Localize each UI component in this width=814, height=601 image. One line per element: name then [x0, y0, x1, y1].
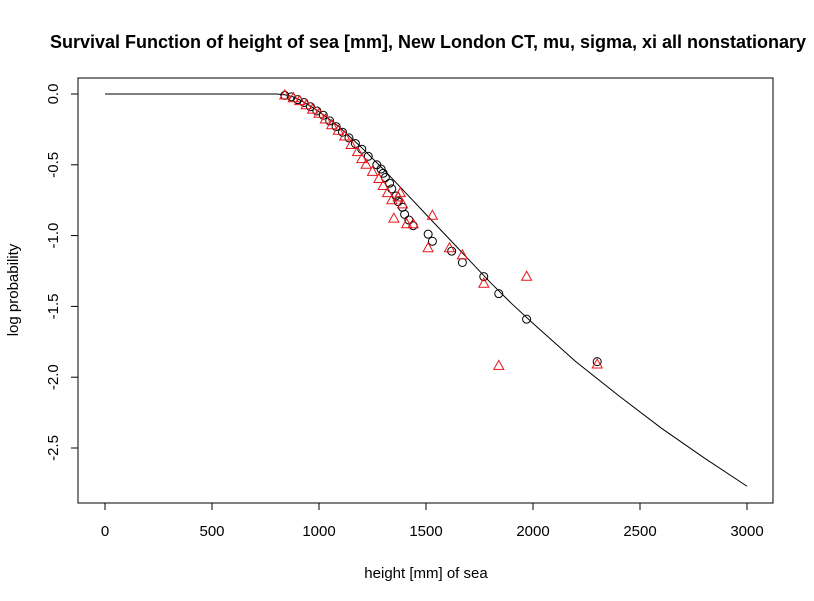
x-tick-label: 1500 — [409, 523, 442, 540]
circle-point — [423, 229, 433, 239]
y-axis-label: log probability — [5, 243, 22, 336]
triangle-point — [377, 179, 390, 190]
triangle-point — [422, 241, 434, 253]
x-axis-label: height [mm] of sea — [364, 565, 488, 582]
triangle-point — [456, 248, 469, 260]
triangle-point — [407, 217, 420, 229]
triangle-point — [355, 152, 368, 164]
triangle-point — [396, 197, 409, 209]
x-tick-label: 2500 — [623, 523, 656, 540]
x-tick-label: 1000 — [302, 523, 335, 540]
circle-point — [592, 357, 602, 367]
circle-point — [280, 90, 290, 100]
triangle-point — [287, 91, 300, 103]
circle-point — [344, 133, 354, 143]
triangle-point — [345, 138, 357, 149]
y-tick-label: -2.0 — [45, 364, 62, 390]
y-tick-label: -1.0 — [45, 223, 62, 249]
y-tick-label: -1.5 — [45, 293, 62, 319]
circle-point — [427, 236, 437, 246]
triangle-point — [325, 118, 338, 130]
x-axis: 0 500 1000 1500 2000 2500 3000 — [101, 502, 764, 540]
circle-point — [338, 127, 348, 137]
triangle-point — [394, 186, 407, 198]
x-tick-label: 3000 — [730, 523, 763, 540]
circle-point — [385, 178, 395, 188]
triangle-point — [360, 158, 372, 169]
triangle-point — [591, 357, 604, 369]
plot-frame — [77, 77, 774, 504]
triangle-point — [300, 98, 313, 110]
y-tick-label: -2.5 — [45, 435, 62, 461]
triangle-point — [520, 270, 533, 281]
data-points-layer — [278, 88, 604, 370]
circle-point — [318, 110, 328, 120]
x-tick-label: 500 — [199, 523, 224, 540]
triangle-point — [332, 124, 345, 135]
circle-point — [325, 116, 335, 126]
y-axis: 0.0 -0.5 -1.0 -1.5 -2.0 -2.5 — [45, 84, 79, 461]
triangle-point — [373, 172, 385, 183]
survival-curve-layer — [105, 93, 748, 487]
triangle-point — [278, 88, 291, 100]
circle-point — [363, 151, 373, 161]
triangle-point — [313, 107, 325, 118]
y-tick-label: -0.5 — [45, 152, 62, 178]
circle-point — [331, 122, 341, 132]
circle-point — [400, 209, 410, 219]
circle-point — [479, 272, 489, 282]
chart-title: Survival Function of height of sea [mm],… — [50, 32, 806, 52]
triangle-point — [477, 277, 490, 288]
circle-point — [522, 314, 532, 324]
triangle-point — [306, 103, 319, 114]
triangle-point — [351, 145, 364, 157]
triangle-point — [293, 94, 306, 106]
circle-point — [457, 258, 467, 268]
triangle-point — [426, 209, 439, 220]
triangle-point — [400, 217, 413, 229]
y-tick-label: 0.0 — [45, 84, 62, 105]
circle-point — [393, 197, 403, 207]
triangle-point — [338, 129, 351, 141]
x-tick-label: 2000 — [516, 523, 549, 540]
circle-point — [376, 164, 386, 174]
triangle-point — [388, 212, 400, 223]
triangle-point — [319, 112, 332, 124]
circle-point — [494, 289, 504, 299]
x-tick-label: 0 — [101, 523, 109, 540]
triangle-point — [366, 165, 379, 176]
triangle-point — [443, 241, 456, 253]
triangle-point — [492, 359, 505, 370]
triangle-point — [381, 186, 394, 198]
fitted-survival-curve — [105, 93, 748, 487]
